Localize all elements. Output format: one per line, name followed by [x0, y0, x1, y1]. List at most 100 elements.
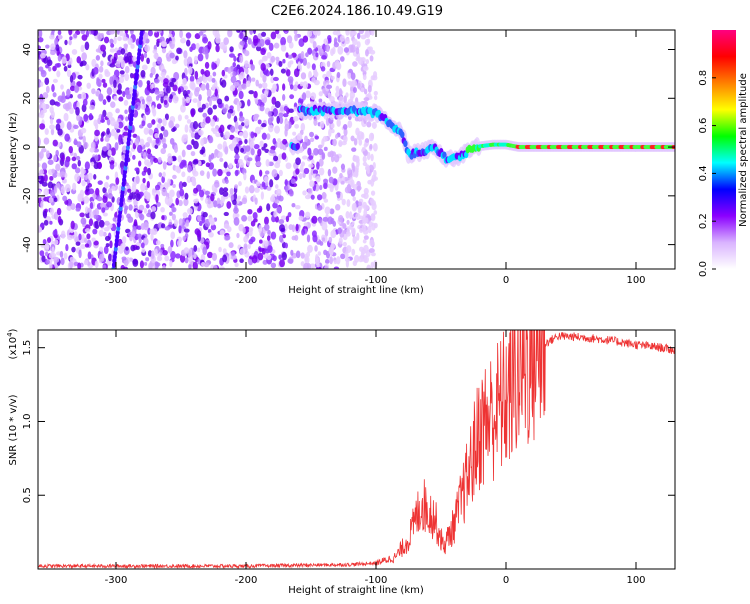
noise-cell	[259, 140, 264, 148]
noise-cell	[94, 260, 99, 269]
noise-cell	[199, 170, 205, 176]
noise-cell	[222, 107, 228, 114]
noise-cell	[84, 161, 90, 170]
noise-cell	[321, 191, 327, 200]
snr-ytick-label: 0.5	[22, 487, 33, 503]
noise-cell	[351, 248, 356, 256]
noise-cell	[333, 266, 340, 269]
noise-cell	[54, 228, 58, 237]
noise-cell	[249, 140, 255, 148]
noise-cell	[261, 82, 268, 89]
snr-xtick-label: -300	[105, 575, 128, 586]
noise-cell	[192, 121, 199, 130]
noise-cell	[229, 125, 236, 133]
noise-cell	[164, 196, 169, 205]
noise-cell	[237, 195, 241, 200]
noise-cell	[69, 74, 74, 83]
noise-cell	[266, 52, 272, 59]
noise-cell	[211, 96, 218, 102]
noise-cell	[276, 188, 282, 197]
noise-cell	[269, 149, 276, 154]
noise-cell	[103, 145, 108, 152]
noise-cell	[294, 234, 299, 241]
noise-cell	[345, 245, 352, 253]
noise-cell	[110, 43, 115, 48]
noise-cell	[140, 69, 146, 78]
noise-cell	[104, 181, 109, 189]
noise-cell	[336, 191, 341, 199]
noise-cell	[67, 101, 72, 110]
noise-cell	[253, 218, 258, 223]
noise-cell	[248, 185, 255, 194]
noise-cell	[349, 81, 354, 87]
noise-cell	[154, 248, 158, 257]
colorbar-tick-label: 0.6	[698, 118, 709, 134]
noise-cell	[373, 169, 377, 177]
noise-cell	[327, 168, 332, 177]
noise-cell	[261, 132, 267, 140]
snr-xtick-label: 100	[626, 575, 645, 586]
noise-cell	[371, 121, 377, 129]
noise-cell	[266, 186, 272, 191]
noise-cell	[318, 91, 323, 97]
noise-cell	[39, 99, 44, 104]
noise-cell	[362, 229, 369, 235]
noise-cell	[257, 119, 262, 125]
noise-cell	[247, 99, 251, 107]
noise-cell	[39, 223, 45, 228]
noise-cell	[75, 241, 81, 246]
noise-cell	[107, 149, 112, 157]
noise-cell	[314, 245, 318, 252]
noise-cell	[223, 161, 228, 169]
noise-cell	[273, 155, 279, 162]
noise-cell	[171, 78, 177, 83]
noise-cell	[274, 162, 281, 169]
noise-cell	[120, 48, 126, 55]
noise-cell	[150, 211, 156, 220]
noise-cell	[42, 238, 47, 245]
noise-cell	[76, 114, 81, 122]
noise-cell	[288, 108, 295, 113]
noise-cell	[117, 83, 122, 91]
noise-cell	[301, 92, 307, 101]
noise-cell	[182, 97, 186, 107]
noise-cell	[207, 107, 213, 116]
noise-cell	[310, 194, 315, 200]
noise-cell	[270, 31, 277, 40]
snr-xtick-label: -100	[365, 575, 388, 586]
noise-cell	[178, 218, 183, 226]
noise-cell	[188, 264, 192, 269]
noise-cell	[198, 189, 205, 198]
noise-cell	[277, 138, 281, 143]
noise-cell	[347, 169, 353, 178]
noise-cell	[40, 200, 44, 209]
noise-cell	[249, 30, 254, 35]
noise-cell	[122, 33, 127, 41]
noise-cell	[324, 258, 330, 265]
noise-cell	[164, 255, 170, 262]
noise-cell	[241, 197, 248, 205]
noise-cell	[279, 106, 284, 112]
noise-cell	[53, 211, 59, 221]
noise-cell	[140, 53, 145, 62]
noise-cell	[72, 182, 77, 191]
noise-cell	[258, 224, 263, 234]
noise-cell	[73, 138, 78, 146]
noise-cell	[233, 192, 238, 202]
noise-cell	[266, 235, 271, 242]
noise-cell	[66, 88, 71, 98]
noise-cell	[169, 94, 173, 100]
noise-cell	[67, 60, 71, 66]
noise-cell	[146, 180, 150, 189]
noise-cell	[202, 46, 208, 55]
noise-cell	[48, 66, 52, 72]
noise-cell	[151, 119, 156, 125]
noise-cell	[184, 232, 189, 239]
noise-cell	[210, 224, 217, 231]
noise-cell	[52, 139, 58, 147]
noise-cell	[367, 92, 372, 99]
noise-cell	[132, 154, 136, 160]
noise-cell	[155, 201, 161, 207]
noise-cell	[345, 30, 350, 36]
noise-cell	[167, 155, 173, 164]
